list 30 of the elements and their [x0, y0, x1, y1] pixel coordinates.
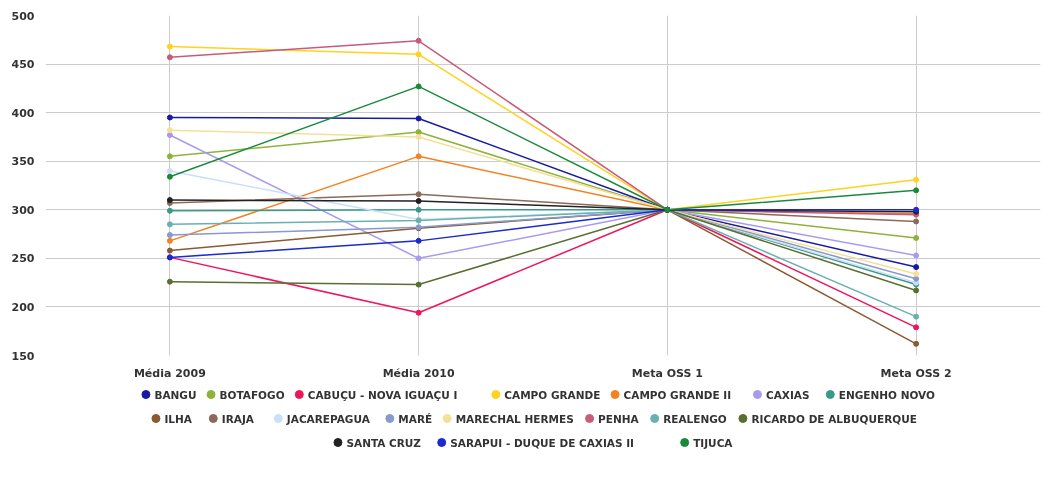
legend-label: CABUÇU - NOVA IGUAÇU I: [307, 388, 458, 401]
legend-label: CAMPO GRANDE: [504, 388, 601, 401]
legend-label: BOTAFOGO: [219, 388, 285, 401]
legend-label: IRAJA: [221, 412, 255, 425]
legend-label: BANGU: [154, 388, 197, 401]
x-tick-label: Média 2010: [382, 366, 455, 380]
legend-label: ILHA: [164, 412, 193, 425]
legend-label: MARECHAL HERMES: [455, 412, 574, 425]
legend-label: MARÉ: [398, 412, 433, 425]
legend-label: CAXIAS: [765, 388, 810, 401]
legend-label: SARAPUI - DUQUE DE CAXIAS II: [450, 436, 634, 449]
legend-label: ENGENHO NOVO: [838, 388, 936, 401]
legend-label: REALENGO: [663, 412, 727, 425]
x-tick-label: Meta OSS 2: [880, 366, 952, 380]
legend-label: CAMPO GRANDE II: [623, 388, 732, 401]
legend-label: TIJUCA: [693, 436, 734, 449]
y-tick-label: 500: [11, 9, 35, 23]
y-tick-label: 250: [11, 252, 35, 266]
y-tick-label: 350: [11, 155, 35, 169]
y-tick-label: 200: [11, 300, 35, 314]
y-tick-label: 300: [11, 203, 35, 217]
legend-label: PENHA: [598, 412, 640, 425]
x-tick-label: Média 2009: [133, 366, 206, 380]
y-tick-label: 150: [11, 349, 35, 363]
y-tick-label: 400: [11, 106, 35, 120]
y-tick-label: 450: [11, 58, 35, 72]
x-tick-label: Meta OSS 1: [631, 366, 703, 380]
legend-label: SANTA CRUZ: [346, 436, 422, 449]
legend-label: RICARDO DE ALBUQUERQUE: [751, 412, 917, 425]
legend-label: JACAREPAGUA: [285, 412, 371, 425]
